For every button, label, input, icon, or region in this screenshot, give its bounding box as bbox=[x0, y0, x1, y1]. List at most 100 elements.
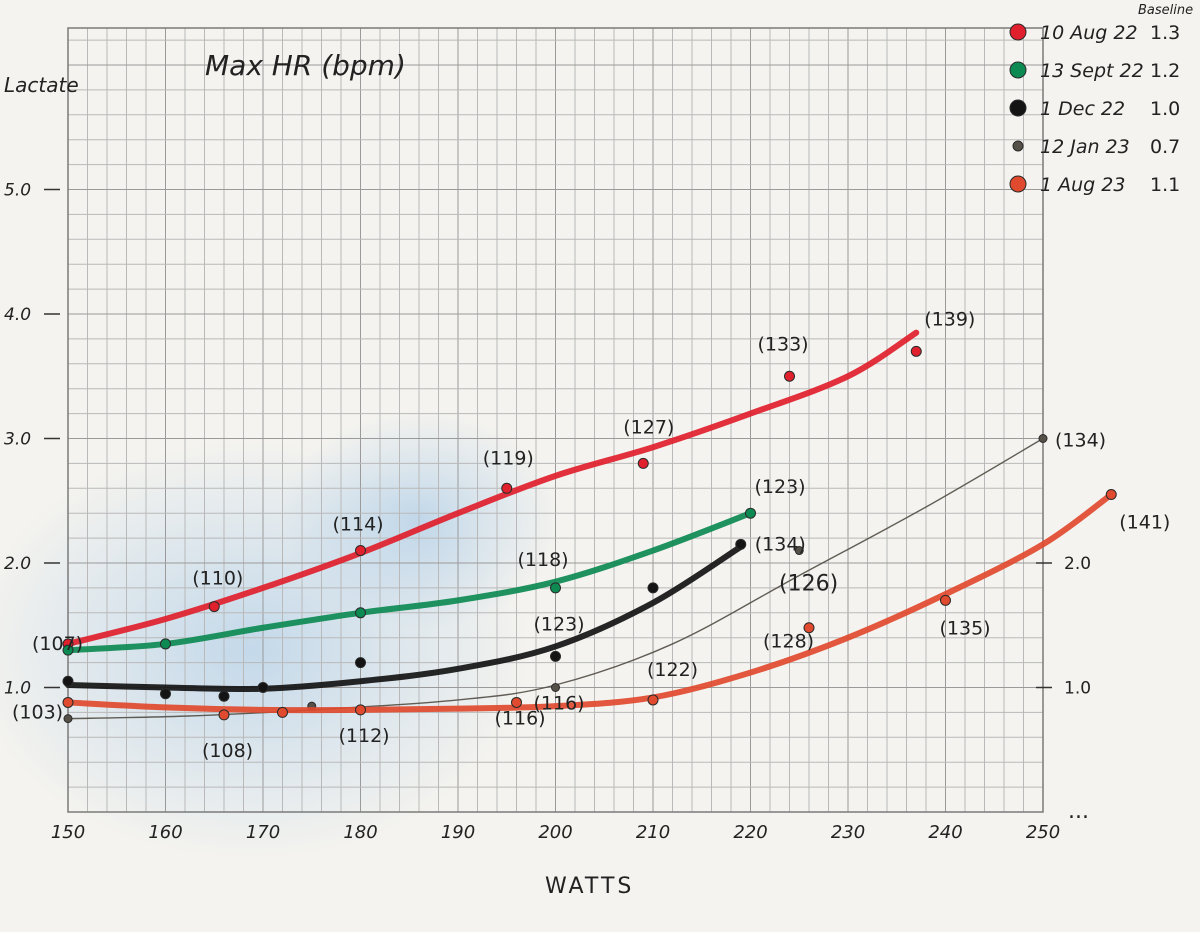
data-point bbox=[511, 696, 522, 708]
x-tick-label: 150 bbox=[51, 822, 85, 843]
x-tick-label: 230 bbox=[831, 822, 865, 843]
hr-data-label: (134) bbox=[1055, 430, 1106, 452]
data-point bbox=[910, 345, 922, 357]
legend-baseline-value: 0.7 bbox=[1150, 136, 1180, 158]
hr-data-label: (103) bbox=[12, 701, 63, 723]
legend-series-name: 1 Aug 23 bbox=[1040, 174, 1125, 196]
series-layer bbox=[62, 329, 1117, 724]
data-point bbox=[160, 638, 171, 650]
data-point bbox=[218, 709, 230, 721]
graph-paper-grid bbox=[67, 27, 1044, 813]
hr-data-label: (112) bbox=[339, 725, 390, 747]
data-point bbox=[62, 644, 74, 656]
data-point bbox=[257, 682, 269, 693]
data-point bbox=[794, 546, 804, 556]
y-tick-label: 3.0 bbox=[4, 430, 31, 450]
legend-baseline-value: 1.3 bbox=[1150, 22, 1180, 44]
x-tick-label: 170 bbox=[246, 822, 280, 843]
data-point bbox=[218, 690, 230, 702]
data-point bbox=[1105, 489, 1117, 501]
hr-data-label: (123) bbox=[755, 476, 806, 498]
x-tick-label: 210 bbox=[636, 822, 670, 843]
data-point bbox=[355, 704, 366, 716]
y-right-tick-label: 2.0 bbox=[1064, 554, 1091, 574]
series-line bbox=[67, 437, 1044, 720]
x-axis-continuation: ... bbox=[1068, 799, 1089, 824]
data-point bbox=[735, 538, 747, 550]
legend-marker bbox=[1009, 175, 1027, 193]
data-point bbox=[355, 607, 366, 619]
hr-data-label: (107) bbox=[32, 633, 83, 655]
legend-series-name: 13 Sept 22 bbox=[1040, 60, 1144, 82]
hr-data-label: (135) bbox=[940, 617, 991, 639]
data-point bbox=[940, 594, 951, 606]
legend-marker bbox=[1012, 140, 1024, 152]
legend-series-name: 12 Jan 23 bbox=[1040, 136, 1130, 158]
data-point bbox=[637, 457, 649, 469]
x-tick-label: 240 bbox=[928, 822, 962, 843]
data-point bbox=[647, 694, 659, 706]
legend-marker bbox=[1009, 99, 1027, 117]
data-point bbox=[501, 482, 513, 494]
data-point bbox=[63, 714, 73, 724]
data-point bbox=[784, 370, 795, 382]
data-point bbox=[62, 675, 74, 687]
x-tick-label: 190 bbox=[441, 822, 475, 843]
data-point bbox=[803, 622, 815, 634]
hr-data-label: (123) bbox=[534, 613, 585, 635]
hr-data-label: (127) bbox=[623, 416, 674, 438]
legend-baseline-value: 1.2 bbox=[1150, 60, 1180, 82]
hr-data-label: (116) bbox=[495, 707, 546, 729]
plot-frame bbox=[67, 27, 1044, 813]
legend-baseline-value: 1.1 bbox=[1150, 174, 1180, 196]
series-line bbox=[65, 491, 1115, 714]
y-axis-label: Lactate bbox=[4, 73, 79, 97]
data-point bbox=[647, 582, 659, 594]
data-point bbox=[277, 706, 288, 718]
data-point bbox=[62, 696, 74, 708]
y-right-tick-label: 1.0 bbox=[1064, 679, 1091, 699]
legend-marker bbox=[1009, 61, 1027, 79]
hr-data-label: (133) bbox=[758, 333, 809, 355]
series-line bbox=[65, 543, 744, 693]
data-point bbox=[1038, 434, 1048, 443]
y-tick-label: 5.0 bbox=[4, 181, 31, 201]
x-tick-label: 220 bbox=[733, 822, 767, 843]
legend-header: Baseline bbox=[1138, 3, 1193, 18]
data-point bbox=[550, 582, 561, 594]
x-tick-label: 250 bbox=[1026, 822, 1060, 843]
hr-labels-layer: (107) (110) (114) (119) (127) (133) (139) (118)… bbox=[12, 308, 1170, 762]
data-point bbox=[208, 601, 220, 613]
legend-marker bbox=[1009, 23, 1027, 41]
hr-data-label: (116) bbox=[534, 693, 585, 715]
hr-data-label: (110) bbox=[192, 568, 243, 590]
data-point bbox=[551, 683, 560, 692]
legend-series-name: 10 Aug 22 bbox=[1040, 22, 1138, 44]
y-tick-label: 1.0 bbox=[4, 679, 31, 699]
x-tick-label: 200 bbox=[538, 822, 572, 843]
hr-data-label: (122) bbox=[647, 659, 698, 681]
hr-data-label: (139) bbox=[924, 308, 975, 330]
hr-data-label: (134) bbox=[755, 533, 806, 555]
data-point bbox=[550, 650, 561, 662]
hr-data-label: (119) bbox=[483, 447, 534, 469]
data-point bbox=[160, 688, 171, 700]
legend-baseline-value: 1.0 bbox=[1150, 98, 1180, 120]
data-point bbox=[355, 657, 366, 669]
x-tick-label: 160 bbox=[148, 822, 182, 843]
series-line bbox=[65, 510, 754, 654]
x-tick-label: 180 bbox=[343, 822, 377, 843]
axes: 150 160 170 180 190 200 210 220 230 240 250 1.0 2.0 3… bbox=[4, 181, 1091, 844]
legend-series-name: 1 Dec 22 bbox=[1040, 98, 1125, 120]
hr-data-label: (128) bbox=[763, 631, 814, 653]
hr-data-label: (108) bbox=[202, 740, 253, 762]
hr-data-label: (141) bbox=[1119, 512, 1170, 534]
watercolor-wash bbox=[280, 410, 560, 630]
data-point bbox=[745, 507, 756, 519]
x-axis-label: WATTS bbox=[545, 874, 634, 899]
y-tick-label: 2.0 bbox=[4, 554, 31, 574]
hr-data-label: (114) bbox=[333, 514, 384, 536]
y-tick-label: 4.0 bbox=[4, 305, 31, 325]
legend: Baseline 10 Aug 22 1.3 13 Sept 22 1.2 1 Dec … bbox=[1009, 3, 1193, 196]
data-point bbox=[355, 545, 366, 557]
